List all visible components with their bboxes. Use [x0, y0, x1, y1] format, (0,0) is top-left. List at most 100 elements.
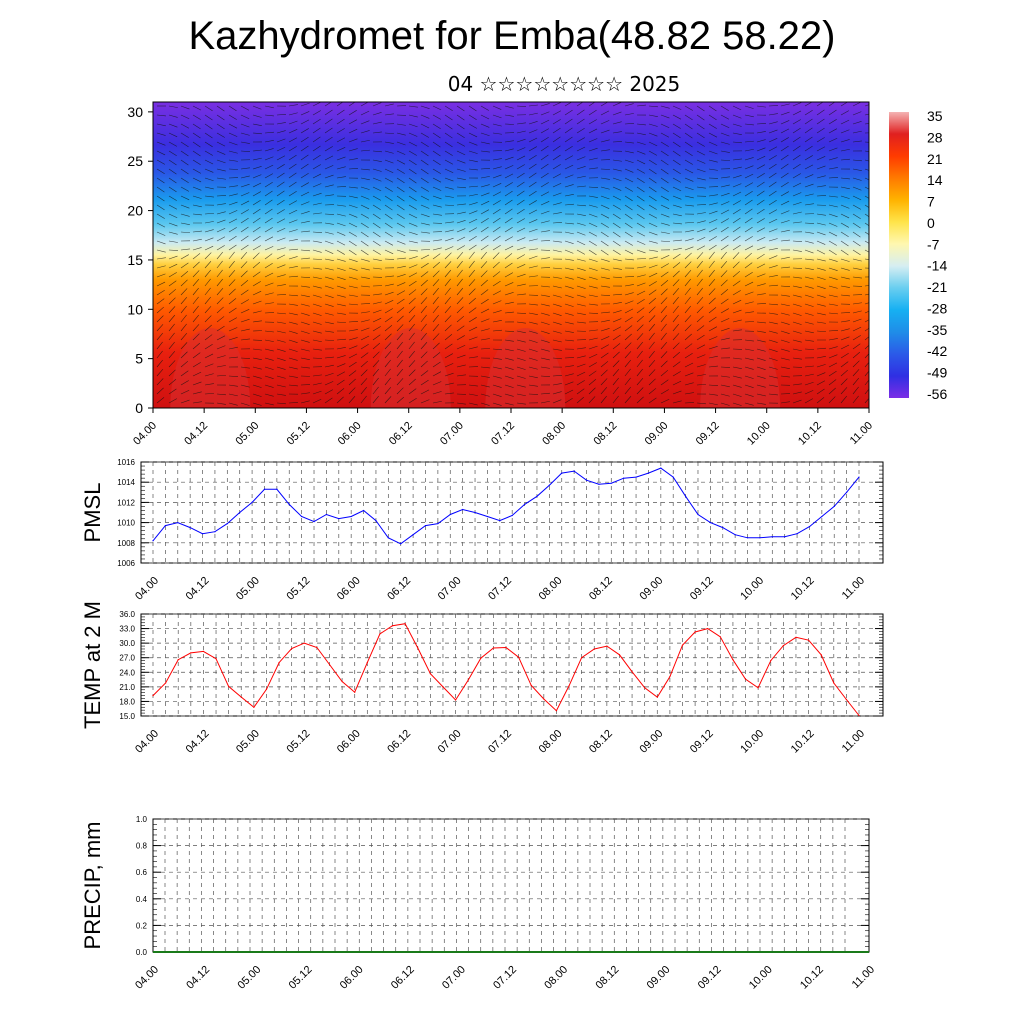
wind-barb [312, 357, 323, 359]
wind-barb [732, 235, 741, 242]
wind-barb [684, 123, 693, 130]
wind-barb [696, 334, 705, 341]
wind-barb [264, 292, 274, 296]
wind-barb [432, 123, 441, 130]
wind-barb [804, 127, 813, 134]
wind-barb [192, 279, 200, 287]
precip-axis-title: PRECIP, mm [80, 822, 105, 950]
wind-barb [528, 228, 538, 233]
wind-barb [252, 217, 261, 224]
wind-barb [852, 111, 862, 116]
wind-barb [336, 109, 345, 116]
wind-barb [264, 384, 274, 388]
wind-barb [540, 400, 550, 404]
wind-barb [816, 258, 826, 262]
wind-barb [156, 281, 166, 287]
wind-barb [552, 399, 562, 404]
wind-barb [564, 231, 574, 235]
wind-barb [540, 312, 550, 316]
wind-barb [648, 323, 656, 332]
wind-barb [564, 193, 574, 197]
wind-barb [588, 276, 598, 280]
wind-barb [180, 380, 189, 386]
wind-barb [288, 348, 298, 352]
wind-barb [444, 334, 453, 341]
wind-barb [432, 352, 441, 359]
wind-barb [864, 353, 869, 359]
wind-barb [252, 320, 262, 323]
wind-barb [372, 168, 382, 172]
wind-barb [648, 132, 658, 137]
wind-barb [372, 258, 382, 261]
wind-barb [648, 289, 657, 296]
wind-barb [156, 290, 165, 296]
wind-barb [192, 270, 200, 278]
wind-barb [300, 285, 310, 288]
wind-barb [408, 132, 418, 137]
wind-barb [696, 132, 705, 139]
pmsl-data-point [647, 472, 650, 474]
temp-x-tick-label: 04.12 [184, 728, 212, 756]
wind-barb [768, 155, 777, 161]
wind-barb [396, 231, 406, 237]
wind-barb [528, 321, 538, 325]
wind-barb [672, 314, 679, 323]
wind-barb [588, 303, 598, 306]
wind-barb [432, 371, 442, 377]
wind-barb [360, 378, 368, 386]
wind-barb [696, 228, 706, 233]
wind-barb [804, 373, 814, 377]
wind-barb [768, 339, 778, 343]
wind-barb [444, 261, 452, 269]
wind-barb [276, 114, 286, 116]
wind-barb [216, 260, 223, 269]
heatmap-x-tick-label: 10.00 [745, 420, 773, 448]
wind-barb [672, 177, 681, 183]
wind-barb [300, 191, 310, 197]
wind-barb [168, 132, 178, 138]
pmsl-x-tick-label: 08.12 [587, 575, 615, 603]
wind-barb [156, 186, 165, 193]
wind-barb [528, 163, 537, 170]
pmsl-data-point [288, 503, 290, 506]
wind-barb [600, 177, 610, 180]
wind-barb [276, 366, 286, 370]
wind-barb [492, 174, 502, 179]
wind-barb [516, 199, 525, 206]
wind-barb [864, 336, 869, 341]
wind-barb [300, 102, 310, 107]
heatmap-y-tick-label: 20 [127, 203, 143, 219]
wind-barb [456, 251, 464, 260]
wind-barb [684, 141, 693, 148]
wind-barb [240, 226, 249, 233]
wind-barb [156, 257, 166, 260]
wind-barb [360, 240, 369, 247]
pmsl-y-tick-label: 1016 [117, 458, 135, 467]
wind-barb [336, 231, 346, 236]
wind-barb [756, 122, 766, 125]
wind-barb [636, 168, 645, 174]
wind-barb [240, 393, 250, 397]
wind-barb [804, 249, 814, 254]
wind-barb [408, 306, 416, 314]
wind-barb [468, 185, 478, 188]
wind-barb [696, 252, 704, 260]
wind-barb [384, 316, 393, 323]
wind-barb [828, 222, 838, 227]
wind-barb [324, 231, 334, 235]
wind-barb [768, 284, 778, 287]
wind-barb [336, 321, 346, 324]
wind-barb [552, 303, 562, 307]
wind-barb [780, 321, 790, 325]
wind-barb [648, 388, 657, 395]
wind-barb [816, 347, 826, 350]
wind-barb [720, 337, 730, 341]
wind-barb [444, 123, 453, 130]
wind-barb [228, 384, 238, 387]
wind-barb [444, 159, 454, 165]
wind-barb [540, 119, 550, 125]
wind-barb [252, 375, 262, 379]
wind-barb [660, 141, 669, 147]
wind-barb [600, 213, 610, 219]
wind-barb [564, 146, 573, 152]
